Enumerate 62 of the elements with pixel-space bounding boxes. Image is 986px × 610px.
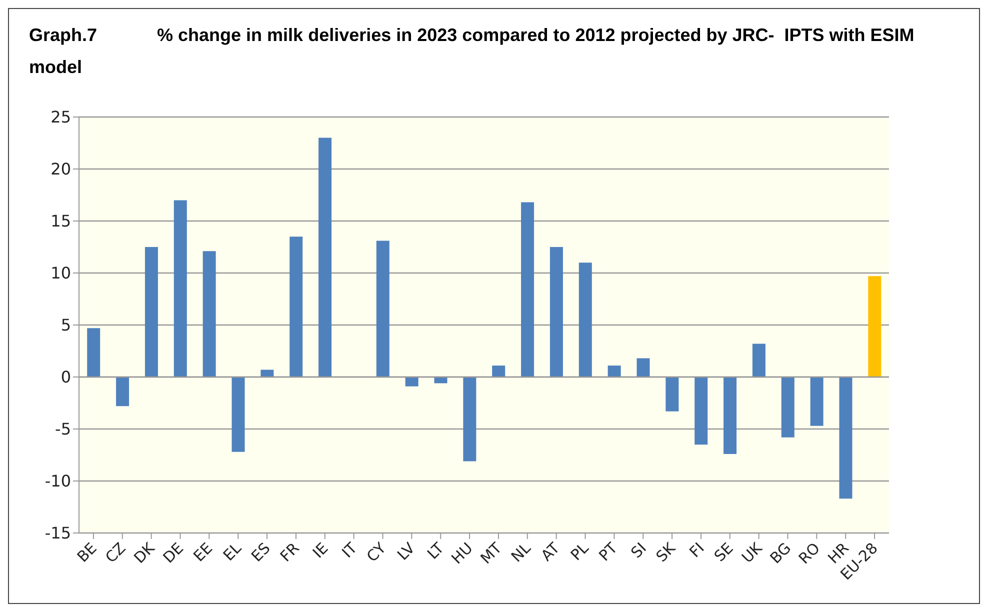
y-tick-label: 25 <box>50 108 71 127</box>
x-tick-label: SI <box>627 539 650 562</box>
chart-title: Graph.7 % change in milk deliveries in 2023 compared to 2012 projected by JRC- IPTS with ESIM model <box>29 24 916 79</box>
bar <box>492 366 506 377</box>
x-tick-label: EL <box>220 538 246 564</box>
y-tick-label: -10 <box>44 472 71 491</box>
bar <box>578 262 592 377</box>
bar <box>752 344 766 377</box>
x-tick-label: CY <box>363 538 390 566</box>
x-tick-label: LT <box>424 538 448 563</box>
x-tick-label: CZ <box>102 539 130 566</box>
bar <box>232 377 245 452</box>
x-tick-label: ES <box>248 539 274 566</box>
y-tick-label: 5 <box>60 316 71 335</box>
x-tick-label: EE <box>190 539 216 566</box>
bar <box>290 236 303 377</box>
x-tick-label: BE <box>74 539 100 566</box>
bar <box>868 276 882 377</box>
bar <box>839 377 852 499</box>
y-tick-label: 15 <box>50 212 71 231</box>
x-tick-label: DK <box>130 538 159 567</box>
bar <box>550 247 563 377</box>
x-tick-label: DE <box>159 539 188 567</box>
bar <box>144 247 158 377</box>
x-tick-label: FR <box>276 539 303 566</box>
bar <box>810 377 824 426</box>
bar <box>608 366 621 377</box>
x-tick-label: PL <box>567 538 593 564</box>
bar <box>521 202 534 377</box>
bar <box>116 377 130 406</box>
x-tick-label: SK <box>652 538 680 566</box>
y-tick-label: 0 <box>60 368 71 387</box>
bar <box>636 358 650 377</box>
x-tick-label: SE <box>710 539 737 566</box>
y-tick-label: -5 <box>55 420 71 439</box>
x-tick-label: MT <box>476 538 506 568</box>
x-tick-label: RO <box>795 539 824 568</box>
bar <box>724 377 737 454</box>
x-tick-label: HU <box>448 539 476 568</box>
bar <box>87 328 100 377</box>
bar <box>260 370 274 377</box>
bar <box>202 251 216 377</box>
x-tick-label: NL <box>508 538 535 566</box>
x-tick-label: AT <box>538 538 564 565</box>
x-tick-label: IE <box>309 539 332 562</box>
x-tick-label: LV <box>394 538 420 564</box>
x-tick-label: UK <box>738 538 766 567</box>
y-tick-label: 20 <box>50 160 71 179</box>
y-tick-label: 10 <box>50 264 71 283</box>
bar <box>666 377 679 412</box>
x-tick-label: BG <box>766 539 795 568</box>
y-tick-label: -15 <box>44 524 71 543</box>
bar <box>376 240 390 377</box>
x-tick-label: FI <box>686 539 708 562</box>
bar <box>318 138 332 377</box>
bar <box>463 377 476 462</box>
x-tick-label: IT <box>338 538 362 562</box>
x-tick-label: PT <box>595 538 622 565</box>
bar <box>405 377 418 386</box>
bar <box>174 200 187 377</box>
bar <box>781 377 794 438</box>
bar <box>694 377 708 445</box>
